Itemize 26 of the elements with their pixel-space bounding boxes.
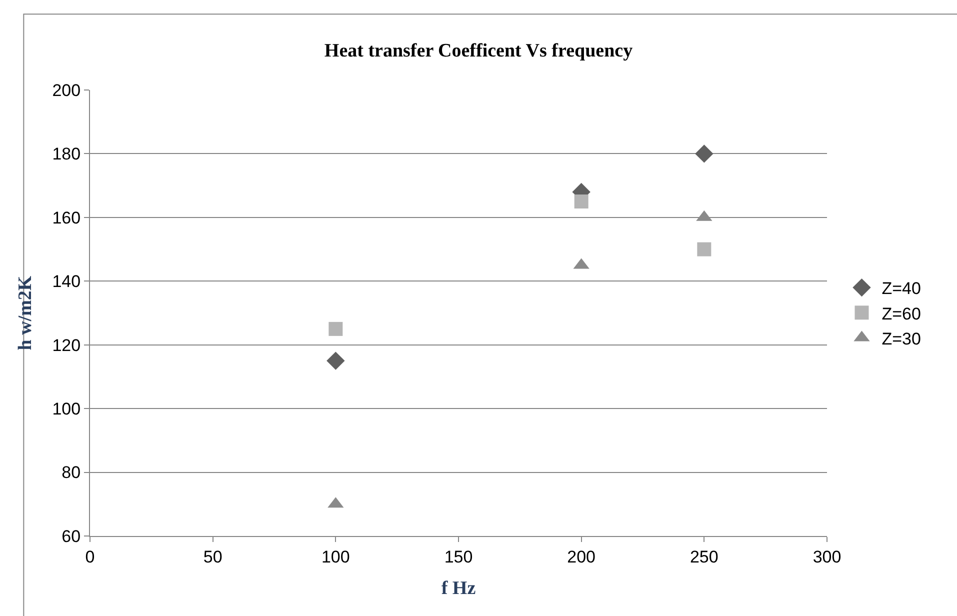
y-tick-label: 100 bbox=[52, 400, 81, 419]
x-tick-label: 150 bbox=[444, 547, 473, 566]
point bbox=[326, 352, 345, 370]
legend-label: Z=40 bbox=[882, 279, 921, 298]
legend-label: Z=30 bbox=[882, 329, 921, 348]
y-axis-title: h w/m2K bbox=[15, 276, 36, 350]
y-tick-label: 80 bbox=[62, 463, 81, 482]
x-tick-label: 100 bbox=[321, 547, 350, 566]
x-tick-label: 250 bbox=[690, 547, 718, 566]
x-tick-label: 200 bbox=[567, 547, 596, 566]
y-tick-label: 160 bbox=[52, 208, 81, 228]
y-tick-label: 180 bbox=[52, 144, 81, 164]
y-tick-label: 140 bbox=[52, 272, 81, 292]
point bbox=[328, 322, 343, 336]
point bbox=[697, 242, 712, 256]
y-tick-label: 60 bbox=[62, 526, 81, 546]
x-tick-label: 50 bbox=[203, 547, 222, 566]
legend-label: Z=60 bbox=[882, 304, 921, 324]
point bbox=[574, 194, 588, 208]
x-tick-label: 300 bbox=[812, 547, 842, 566]
y-tick-label: 120 bbox=[52, 336, 81, 355]
chart-title: Heat transfer Coefficent Vs frequency bbox=[324, 40, 634, 62]
x-axis-title: f Hz bbox=[441, 578, 476, 600]
x-tick-label: 0 bbox=[85, 547, 95, 566]
point bbox=[695, 144, 714, 163]
y-tick-label: 200 bbox=[52, 80, 81, 100]
